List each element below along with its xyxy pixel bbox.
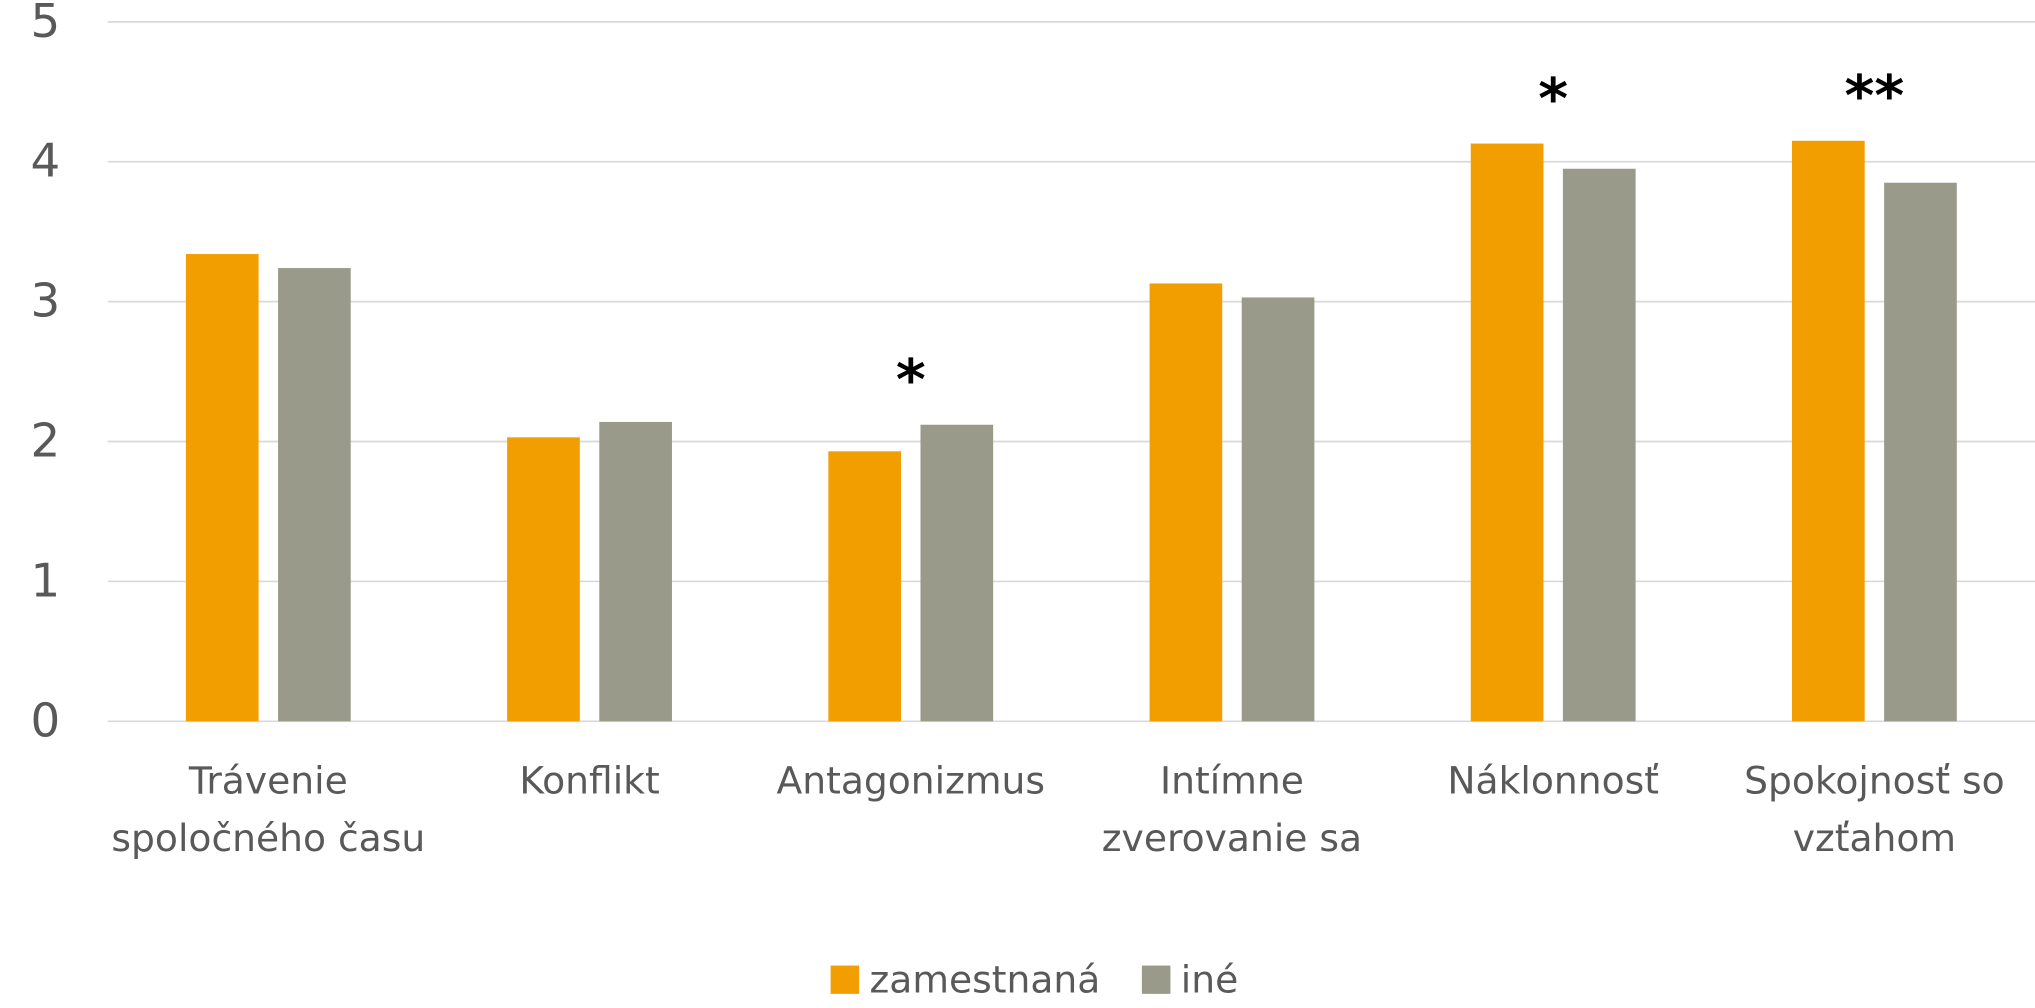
bar	[507, 437, 580, 722]
bar	[1562, 168, 1636, 722]
significance-label: **	[1845, 63, 1905, 129]
x-tick-label: Konflikt	[519, 758, 660, 803]
x-tick-label: Náklonnosť	[1447, 758, 1659, 803]
x-tick-label-box: Antagonizmus	[776, 758, 1046, 803]
x-tick-label-box: Spokojnosť so vzťahom	[1744, 758, 2005, 861]
bar	[1470, 143, 1544, 722]
y-tick-label: 5	[31, 0, 61, 48]
significance-label: *	[896, 347, 926, 413]
x-tick-label: Spokojnosť so vzťahom	[1744, 758, 2005, 861]
bar	[185, 254, 259, 722]
x-tick-label-box: Náklonnosť	[1447, 758, 1659, 803]
x-tick-label: Antagonizmus	[776, 758, 1046, 803]
bar	[599, 421, 672, 722]
bar	[1884, 182, 1957, 722]
bar	[1791, 140, 1865, 722]
legend-label: iné	[1181, 958, 1238, 1002]
legend-label: zamestnaná	[870, 958, 1101, 1002]
y-tick-label: 3	[31, 274, 61, 328]
x-tick-label: Intímne zverovanie sa	[1101, 758, 1363, 861]
bar	[278, 268, 351, 722]
y-tick-label: 0	[31, 694, 61, 748]
bar	[920, 424, 994, 722]
y-tick-label: 4	[31, 134, 61, 188]
x-tick-label-box: Intímne zverovanie sa	[1101, 758, 1363, 861]
legend-swatch	[830, 965, 860, 994]
x-tick-label-box: Konflikt	[519, 758, 660, 803]
legend-swatch	[1141, 965, 1171, 994]
y-tick-label: 1	[31, 554, 61, 608]
significance-label: *	[1538, 66, 1568, 132]
x-tick-label-box: Trávenie spoločného času	[111, 758, 426, 861]
x-tick-label: Trávenie spoločného času	[111, 758, 426, 861]
bar	[1149, 283, 1223, 722]
bar	[1241, 297, 1315, 722]
bar	[828, 451, 902, 722]
y-tick-label: 2	[31, 414, 61, 468]
